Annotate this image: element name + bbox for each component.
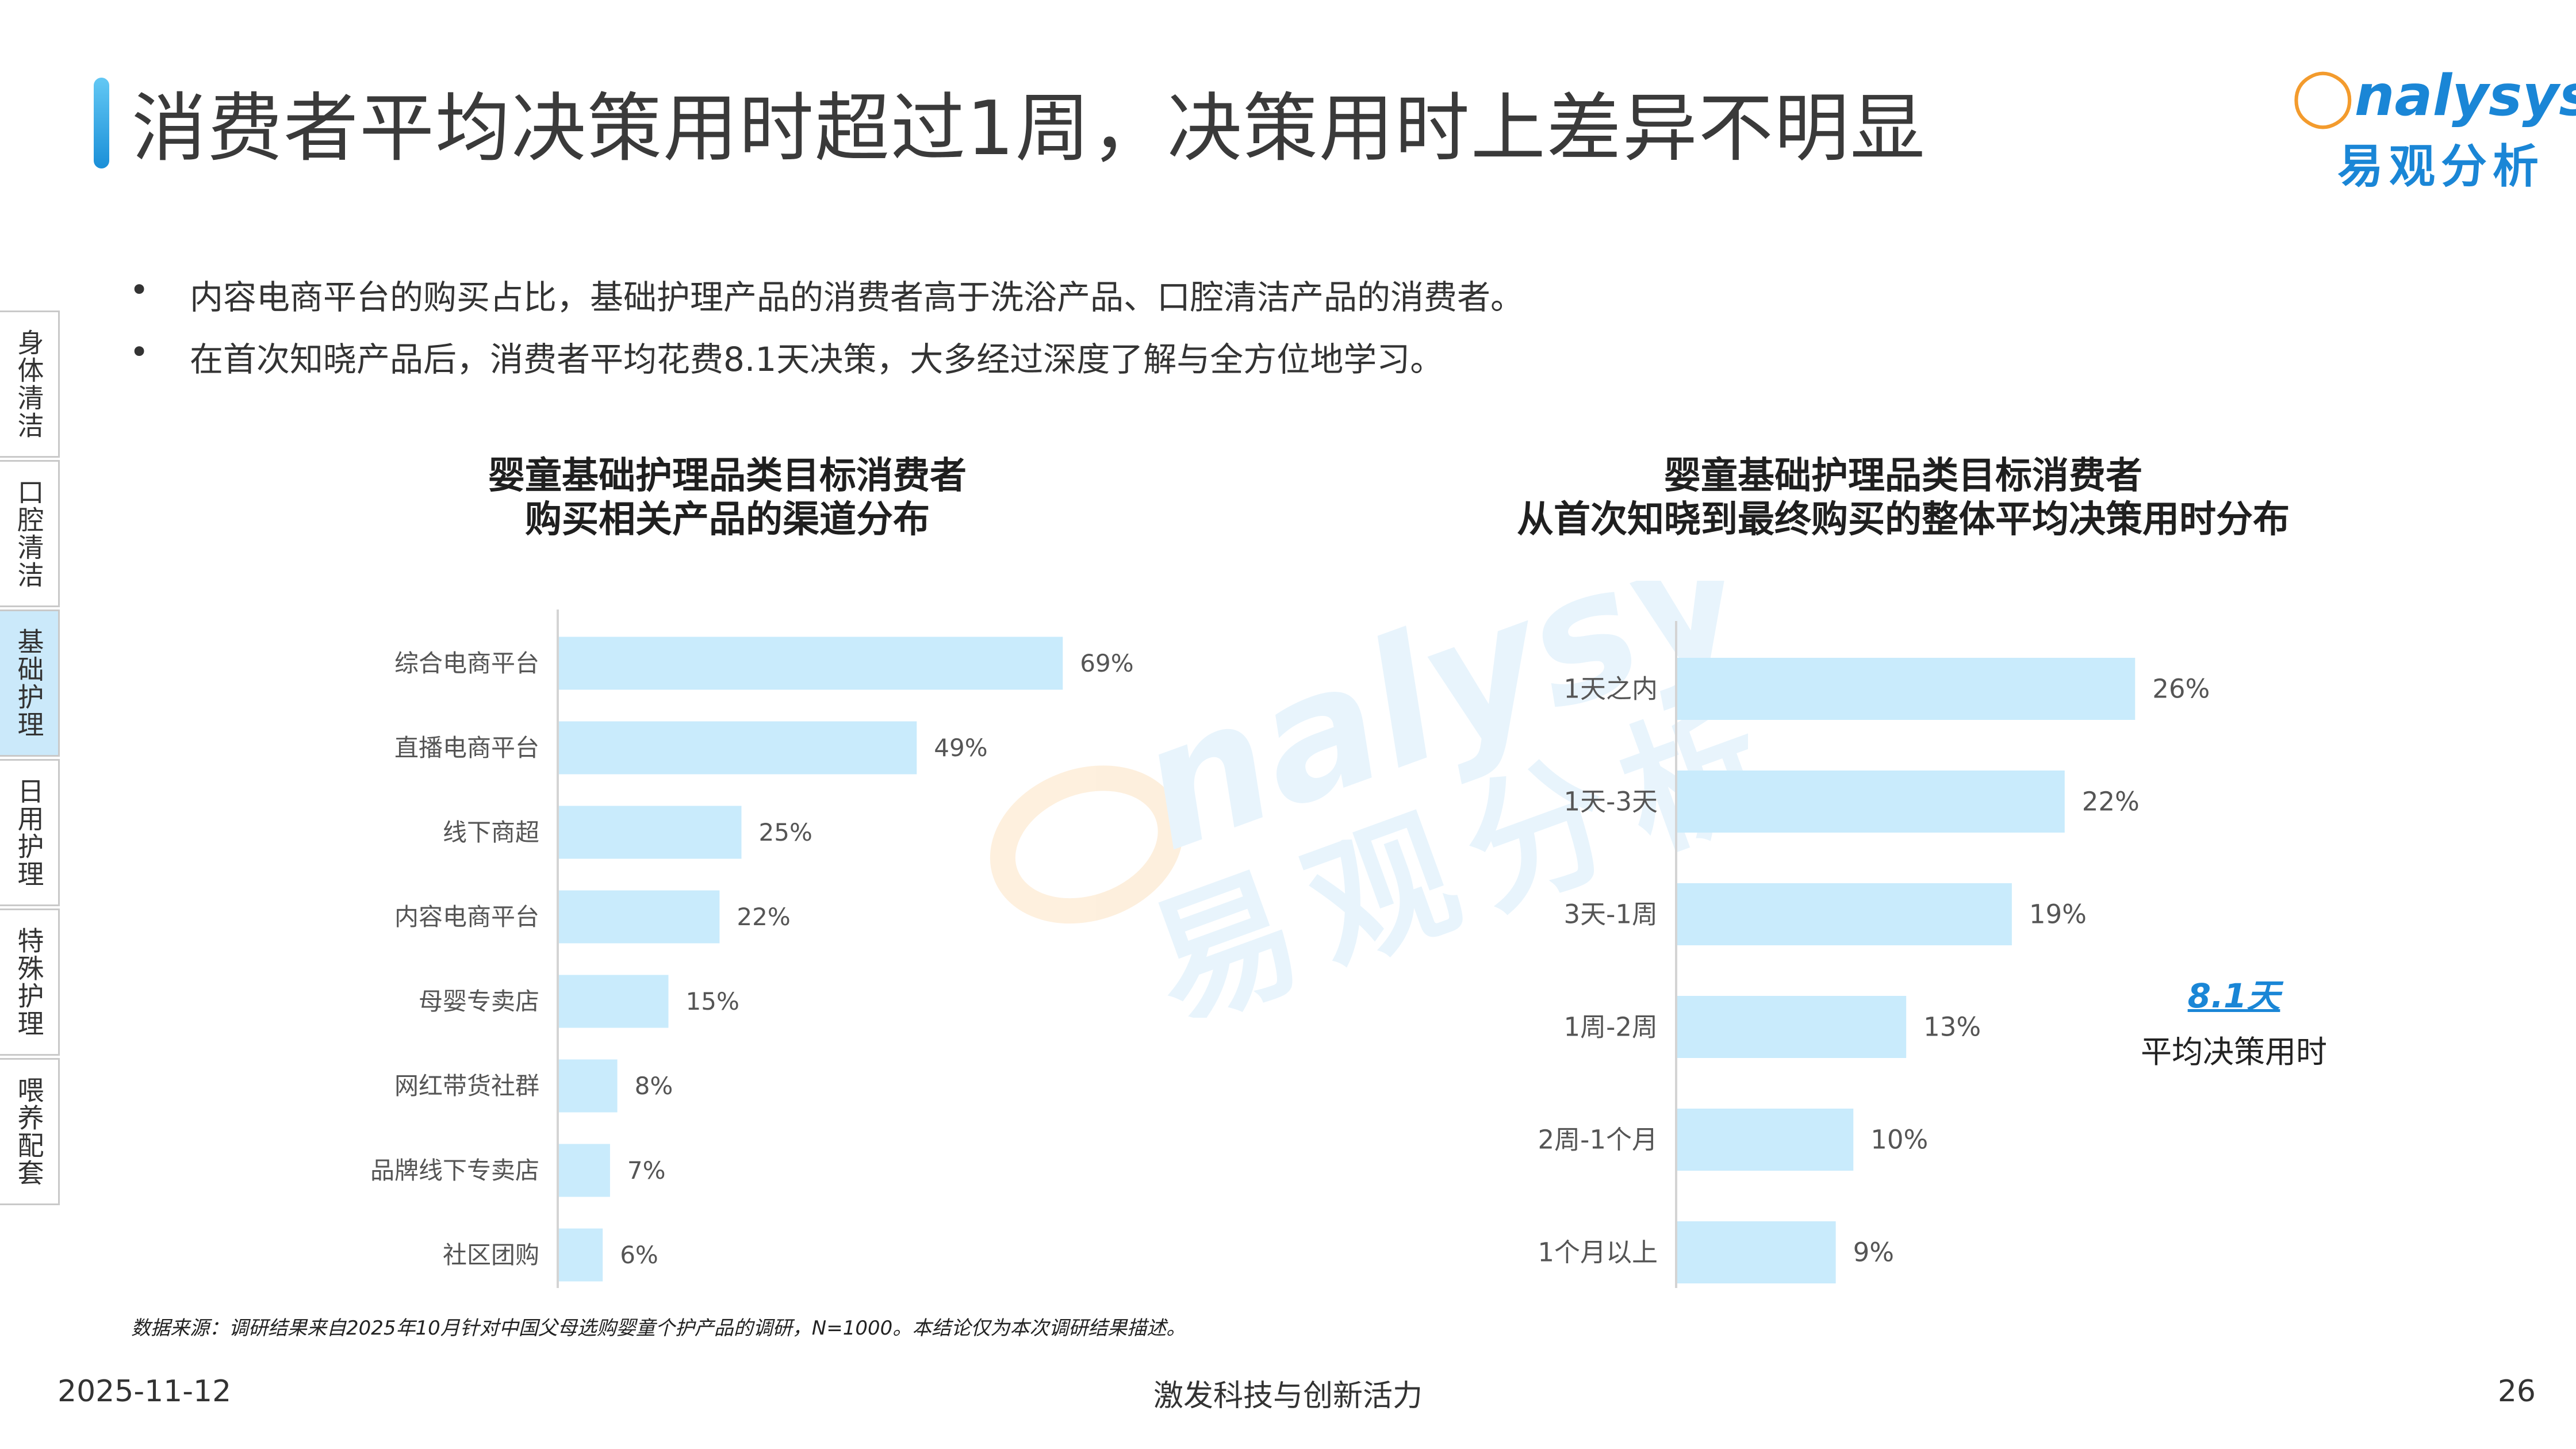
nav-tab-label: 身体清洁 (13, 329, 45, 439)
value-label: 25% (759, 818, 812, 846)
bar (1677, 996, 1907, 1058)
value-label: 49% (934, 734, 987, 762)
left-chart-title: 婴童基础护理品类目标消费者 购买相关产品的渠道分布 (328, 454, 1127, 542)
value-label: 22% (2082, 787, 2140, 817)
brand-logo: ◯nalysys (2291, 63, 2576, 129)
nav-tab-label: 日用护理 (13, 777, 45, 888)
category-label: 综合电商平台 (394, 649, 539, 677)
category-label: 内容电商平台 (394, 903, 539, 931)
bullet-dot-1: • (129, 270, 150, 309)
average-decision-value: 8.1天 (2187, 976, 2280, 1015)
logo-text-en: nalysys (2354, 63, 2576, 129)
right-chart-title: 婴童基础护理品类目标消费者 从首次知晓到最终购买的整体平均决策用时分布 (1438, 454, 2369, 542)
bar (559, 806, 742, 859)
value-label: 69% (1080, 649, 1133, 677)
value-label: 13% (1923, 1012, 1981, 1042)
bar (559, 1228, 603, 1282)
value-label: 8% (635, 1072, 673, 1100)
category-label: 1天-3天 (1564, 787, 1658, 817)
category-label: 网红带货社群 (394, 1072, 539, 1100)
category-label: 线下商超 (443, 818, 539, 846)
decision-time-chart: 1天之内 26% 1天-3天 22% 3天-1周 19% 1周-2周 13% 2周-1个月 10%… (1538, 621, 2210, 1288)
nav-tab-label: 口腔清洁 (13, 478, 45, 589)
page-title: 消费者平均决策用时超过1周，决策用时上差异不明显 (132, 85, 1926, 172)
nav-tab-label: 特殊护理 (13, 927, 45, 1037)
nav-tab-oral-cleaning[interactable]: 口腔清洁 (0, 460, 60, 607)
data-source-note: 数据来源：调研结果来自2025年10月针对中国父母选购婴童个护产品的调研，N=1… (131, 1317, 1186, 1340)
value-label: 15% (686, 987, 739, 1015)
category-label: 1个月以上 (1538, 1237, 1658, 1268)
channel-distribution-chart: 综合电商平台 69% 直播电商平台 49% 线下商超 25% 内容电商平台 22% 母婴专卖店 1… (370, 610, 1134, 1288)
bullet-text-1: 内容电商平台的购买占比，基础护理产品的消费者高于洗浴产品、口腔清洁产品的消费者。 (190, 278, 1524, 317)
bullet-text-2: 在首次知晓产品后，消费者平均花费8.1天决策，大多经过深度了解与全方位地学习。 (190, 340, 1444, 379)
footer-date: 2025-11-12 (57, 1374, 232, 1409)
value-label: 22% (737, 903, 790, 931)
category-label: 3天-1周 (1564, 899, 1658, 930)
bar (559, 637, 1063, 690)
bullet-dot-2: • (129, 332, 150, 371)
bar (1677, 1109, 1854, 1171)
category-label: 母婴专卖店 (419, 987, 539, 1015)
bar (1677, 770, 2065, 833)
value-label: 19% (2029, 899, 2087, 930)
average-decision-label: 平均决策用时 (2141, 1034, 2327, 1070)
page-number: 26 (2497, 1374, 2536, 1409)
nav-tab-feeding[interactable]: 喂养配套 (0, 1058, 60, 1205)
nav-tab-label: 喂养配套 (13, 1076, 45, 1187)
nav-tab-basic-care[interactable]: 基础护理 (0, 610, 60, 757)
category-label: 社区团购 (443, 1241, 539, 1269)
bar (559, 975, 669, 1028)
right-chart-title-line2: 从首次知晓到最终购买的整体平均决策用时分布 (1517, 499, 2290, 541)
nav-tab-daily-care[interactable]: 日用护理 (0, 759, 60, 906)
bar (559, 1059, 618, 1113)
bar (559, 1144, 610, 1197)
left-chart-title-line2: 购买相关产品的渠道分布 (525, 499, 930, 541)
value-label: 26% (2152, 674, 2210, 704)
category-label: 1天之内 (1563, 674, 1658, 704)
left-chart-title-line1: 婴童基础护理品类目标消费者 (488, 455, 967, 497)
nav-tab-label: 基础护理 (13, 628, 45, 738)
bar (1677, 658, 2136, 720)
nav-tab-special-care[interactable]: 特殊护理 (0, 908, 60, 1056)
right-chart-title-line1: 婴童基础护理品类目标消费者 (1664, 455, 2142, 497)
value-label: 7% (627, 1156, 666, 1184)
nav-tab-body-cleaning[interactable]: 身体清洁 (0, 310, 60, 458)
category-label: 直播电商平台 (394, 734, 539, 762)
bar (1677, 1221, 1836, 1283)
bar (1677, 883, 2012, 945)
category-label: 品牌线下专卖店 (370, 1156, 539, 1184)
category-label: 2周-1个月 (1538, 1125, 1658, 1155)
value-label: 9% (1853, 1237, 1894, 1268)
title-accent-bar (94, 78, 109, 168)
bar (559, 890, 720, 944)
category-label: 1周-2周 (1564, 1012, 1658, 1042)
bar (559, 721, 917, 775)
value-label: 10% (1870, 1125, 1928, 1155)
value-label: 6% (620, 1241, 658, 1269)
footer-slogan: 激发科技与创新活力 (1153, 1379, 1423, 1413)
logo-text-cn: 易观分析 (2337, 140, 2544, 193)
